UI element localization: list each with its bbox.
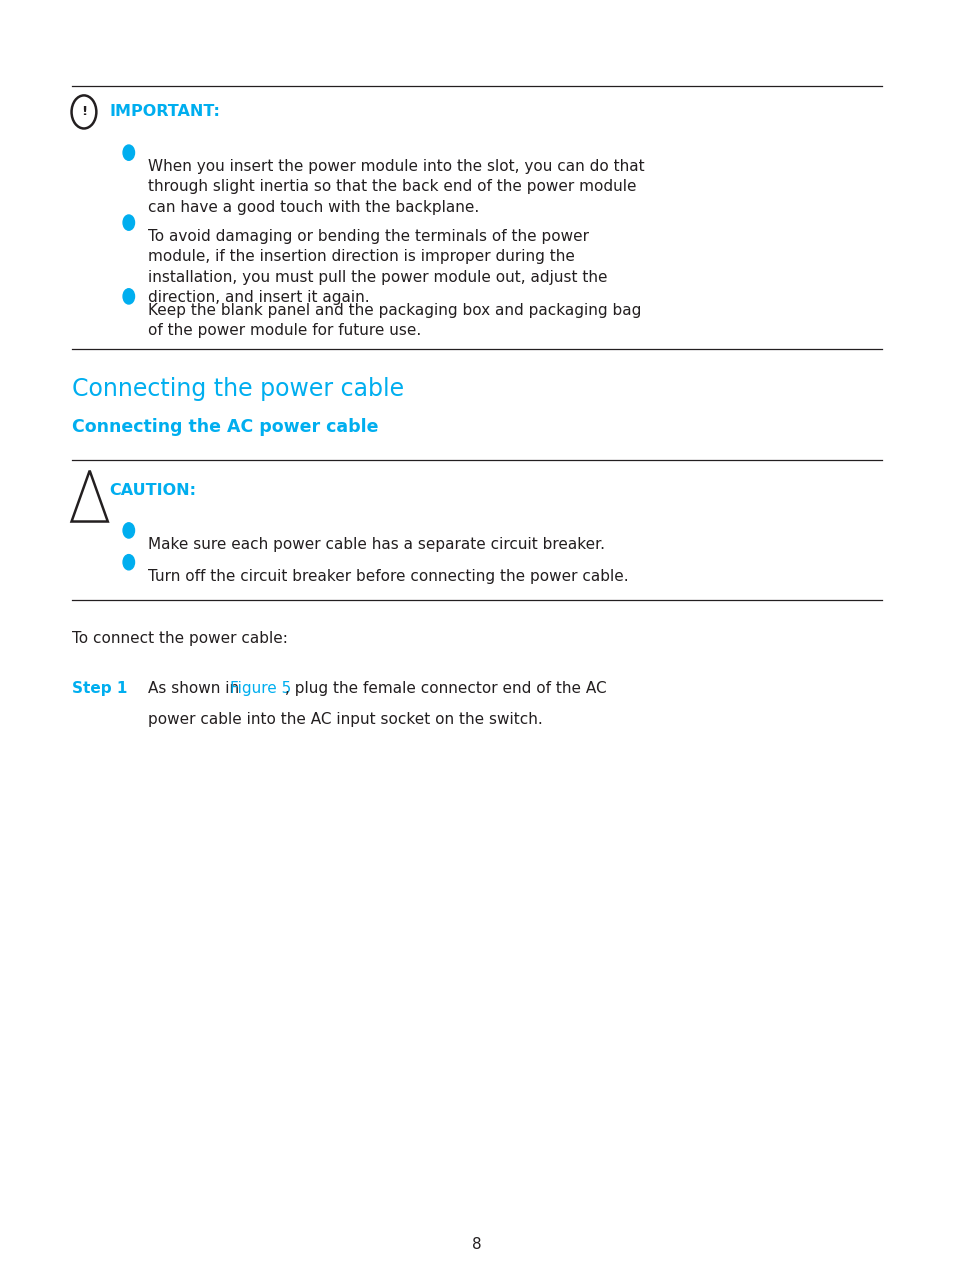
Circle shape [123, 289, 134, 304]
Text: Make sure each power cable has a separate circuit breaker.: Make sure each power cable has a separat… [148, 537, 604, 552]
Text: CAUTION:: CAUTION: [110, 483, 196, 499]
Text: , plug the female connector end of the AC: , plug the female connector end of the A… [285, 681, 606, 696]
Text: Keep the blank panel and the packaging box and packaging bag
of the power module: Keep the blank panel and the packaging b… [148, 303, 640, 338]
Text: IMPORTANT:: IMPORTANT: [110, 104, 220, 120]
Circle shape [123, 145, 134, 160]
Text: Step 1: Step 1 [71, 681, 127, 696]
Text: Turn off the circuit breaker before connecting the power cable.: Turn off the circuit breaker before conn… [148, 569, 628, 584]
Text: When you insert the power module into the slot, you can do that
through slight i: When you insert the power module into th… [148, 159, 644, 215]
Text: As shown in: As shown in [148, 681, 244, 696]
Text: !: ! [81, 106, 87, 118]
Text: power cable into the AC input socket on the switch.: power cable into the AC input socket on … [148, 712, 542, 728]
Text: 8: 8 [472, 1236, 481, 1252]
Text: Figure 5: Figure 5 [230, 681, 292, 696]
Text: To connect the power cable:: To connect the power cable: [71, 631, 287, 646]
Text: To avoid damaging or bending the terminals of the power
module, if the insertion: To avoid damaging or bending the termina… [148, 229, 607, 305]
Circle shape [123, 215, 134, 230]
Text: Connecting the AC power cable: Connecting the AC power cable [71, 418, 377, 436]
Circle shape [123, 523, 134, 538]
Text: Connecting the power cable: Connecting the power cable [71, 378, 403, 401]
Circle shape [123, 555, 134, 570]
